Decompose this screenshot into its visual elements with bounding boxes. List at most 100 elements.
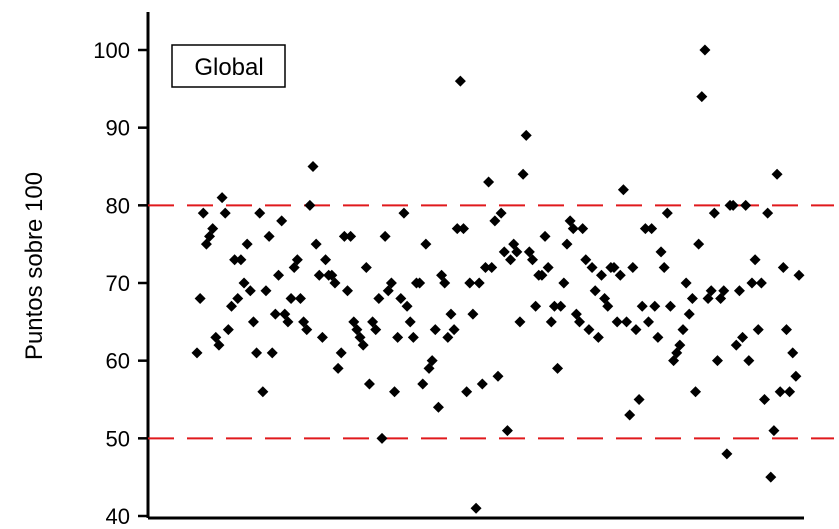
data-point (561, 238, 573, 250)
data-point (680, 277, 692, 289)
data-point (545, 316, 557, 328)
data-point (454, 75, 466, 87)
data-point (257, 386, 269, 398)
data-point (310, 238, 322, 250)
data-point (787, 347, 799, 359)
data-point (580, 254, 592, 266)
data-point (577, 223, 589, 235)
data-point (652, 331, 664, 343)
data-point (505, 254, 517, 266)
data-point (520, 129, 532, 141)
data-point (429, 324, 441, 336)
data-point (398, 207, 410, 219)
data-point (216, 192, 228, 204)
data-point (548, 300, 560, 312)
data-point (191, 347, 203, 359)
data-point (207, 223, 219, 235)
data-point (357, 339, 369, 351)
data-point (708, 207, 720, 219)
data-point (743, 355, 755, 367)
data-point (414, 277, 426, 289)
data-point (483, 176, 495, 188)
data-point (664, 300, 676, 312)
legend-label: Global (194, 54, 263, 81)
data-point (479, 261, 491, 273)
data-point (614, 269, 626, 281)
y-tick-label: 50 (106, 426, 130, 451)
data-point (567, 223, 579, 235)
data-point (329, 277, 341, 289)
data-point (370, 324, 382, 336)
y-axis-ticks (138, 48, 148, 518)
data-point (254, 207, 266, 219)
y-tick-label: 60 (106, 349, 130, 374)
data-point (442, 331, 454, 343)
data-point (501, 425, 513, 437)
data-point (777, 261, 789, 273)
data-point (432, 401, 444, 413)
data-point (360, 261, 372, 273)
data-point (711, 355, 723, 367)
data-point (793, 269, 805, 281)
data-point (219, 207, 231, 219)
data-point (721, 448, 733, 460)
data-point (611, 316, 623, 328)
data-point (498, 246, 510, 258)
data-point (294, 293, 306, 305)
data-point (759, 394, 771, 405)
data-point (643, 316, 654, 328)
data-point (627, 261, 639, 273)
data-point (658, 261, 670, 273)
data-point (244, 285, 256, 297)
data-point (674, 339, 686, 351)
data-point (385, 277, 397, 289)
data-point (426, 355, 438, 367)
data-point (514, 316, 526, 328)
data-point (608, 261, 620, 273)
data-point (492, 370, 504, 382)
data-point (774, 386, 786, 398)
y-axis-tick-labels: 40 50 60 70 80 90 100 (93, 38, 130, 529)
data-point (316, 331, 328, 343)
data-point (363, 378, 375, 390)
data-point (633, 394, 645, 405)
legend-box: Global (171, 44, 286, 88)
data-point (683, 308, 695, 320)
data-point (737, 331, 749, 343)
data-point (733, 285, 745, 297)
data-point (517, 168, 529, 180)
data-point (790, 370, 802, 382)
data-point (592, 331, 604, 343)
data-point (536, 269, 548, 281)
y-tick-label: 40 (106, 504, 130, 529)
data-point (555, 300, 567, 312)
data-point (376, 432, 388, 444)
data-point (260, 285, 272, 297)
data-point (677, 324, 689, 336)
data-point (229, 254, 241, 266)
data-point (589, 285, 601, 297)
data-point (583, 324, 595, 336)
data-point (586, 261, 598, 273)
data-point (194, 293, 206, 305)
data-point (313, 269, 325, 281)
data-point (526, 254, 538, 266)
y-tick-label: 80 (106, 193, 130, 218)
data-point (755, 277, 767, 289)
data-point (420, 238, 432, 250)
data-point (476, 378, 488, 390)
data-point (705, 285, 717, 297)
data-point (762, 207, 774, 219)
data-point (342, 285, 353, 297)
data-point (439, 277, 451, 289)
data-point (225, 300, 237, 312)
data-point (730, 339, 742, 351)
data-point (241, 238, 253, 250)
data-point (392, 331, 404, 343)
data-point (291, 254, 303, 266)
data-point (269, 308, 281, 320)
data-point (552, 362, 564, 374)
data-point (335, 347, 347, 359)
data-point (379, 230, 391, 242)
